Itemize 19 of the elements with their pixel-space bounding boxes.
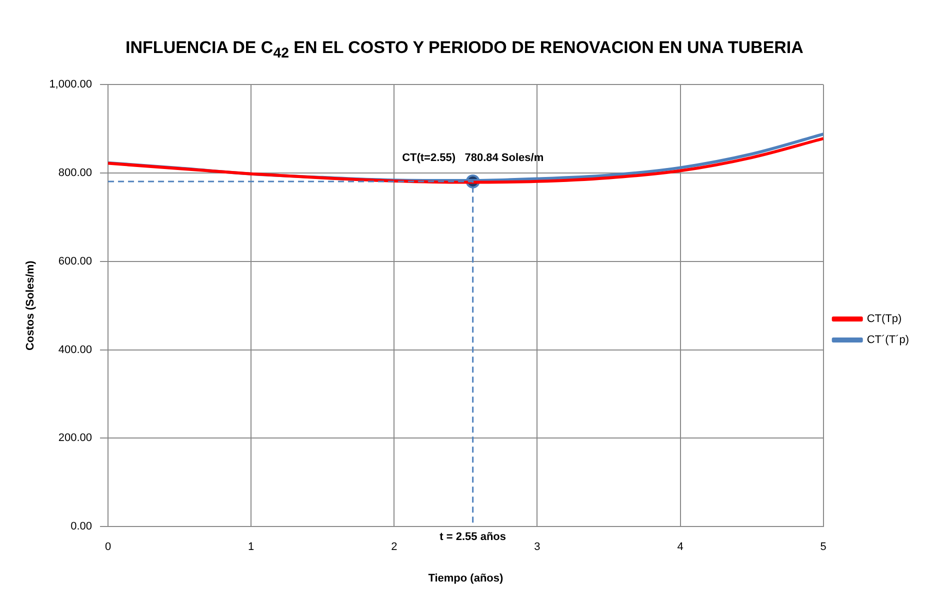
annotation: CT(t=2.55) 780.84 Soles/m: [402, 152, 544, 164]
text: t = 2.55 años: [440, 531, 506, 544]
x-tick-label: 4: [677, 541, 684, 554]
y-tick-label: 800.00: [58, 167, 92, 180]
x-tick-label: 3: [534, 541, 540, 554]
y-tick-label: 200.00: [58, 432, 92, 444]
chart-title: INFLUENCIA DE C$_{42}$ EN EL COSTO Y PERIODO DE RENOVACION EN UNA TUBERIA: [124, 38, 804, 62]
legend-label: CT(Tp): [866, 313, 902, 326]
legend-label: CT´(T´p): [866, 334, 910, 346]
x-tick-label: 1: [248, 541, 254, 554]
y-axis-title: Costos (Soles/m): [24, 260, 37, 351]
x-axis-title: Tiempo (años): [428, 572, 504, 584]
y-tick-label: 1,000.00: [49, 78, 92, 91]
y-tick-label: 600.00: [58, 255, 92, 268]
x-tick-label: 5: [820, 541, 826, 554]
y-tick-label: 400.00: [58, 344, 92, 356]
x-tick-label: 0: [104, 541, 112, 554]
x-tick-label: 2: [391, 541, 398, 554]
y-tick-label: 0.00: [70, 520, 92, 533]
